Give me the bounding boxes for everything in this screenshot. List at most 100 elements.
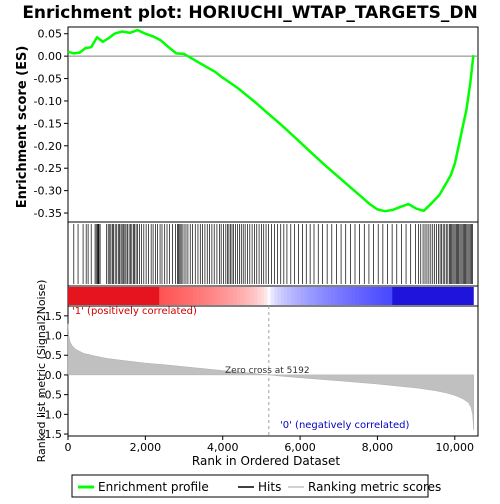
- metric-x-tick-label: 0: [65, 441, 72, 454]
- heatbar-cell: [169, 287, 174, 305]
- heatbar-cell: [111, 287, 116, 305]
- heatbar-cell: [375, 287, 380, 305]
- metric-y-tick-label: -1.0: [41, 408, 62, 421]
- heatbar-cell: [203, 287, 207, 305]
- heatbar-cell: [436, 287, 440, 305]
- heatbar-cell: [223, 287, 228, 305]
- es-y-tick-label: -0.05: [34, 73, 62, 86]
- heatbar-cell: [78, 287, 82, 305]
- heatbar-cell: [71, 287, 76, 305]
- heatbar-cell: [101, 287, 106, 305]
- heatbar-cell: [301, 287, 305, 305]
- heatbar-cell: [469, 287, 474, 305]
- heatbar-cell: [270, 287, 275, 305]
- ranking-metric-area: [67, 323, 474, 431]
- heatbar-cell: [128, 287, 133, 305]
- metric-y-tick-label: 0.5: [45, 349, 63, 362]
- heatbar-cell: [125, 287, 130, 305]
- metric-x-tick-label: 6,000: [284, 441, 316, 454]
- heatbar-cell: [108, 287, 113, 305]
- legend-box: [71, 474, 429, 498]
- heatbar-cell: [68, 287, 72, 305]
- enrichment-profile-line: [67, 28, 475, 213]
- heatbar-cell: [290, 287, 295, 305]
- metric-y-tick-label: 0.0: [45, 369, 63, 382]
- heatbar-cell: [395, 287, 400, 305]
- heatbar-cell: [260, 287, 265, 305]
- heatbar-cell: [388, 287, 393, 305]
- heatbar-cell: [159, 287, 163, 305]
- heatbar-cell: [446, 287, 451, 305]
- heatbar-cell: [189, 287, 194, 305]
- heatbar-cell: [257, 287, 261, 305]
- heatbar-cell: [253, 287, 258, 305]
- chart-title: Enrichment plot: HORIUCHI_WTAP_TARGETS_D…: [22, 3, 477, 23]
- heatbar-cell: [199, 287, 204, 305]
- heatbar-cell: [304, 287, 309, 305]
- heatbar-cell: [368, 287, 373, 305]
- heatbar-cell: [372, 287, 376, 305]
- legend-metric-label: Ranking metric scores: [308, 480, 441, 494]
- heatbar-cell: [439, 287, 444, 305]
- heatbar-cell: [422, 287, 427, 305]
- heatbar-cell: [314, 287, 319, 305]
- heatbar-cell: [236, 287, 241, 305]
- heatbar-cell: [176, 287, 180, 305]
- heatbar-cell: [115, 287, 120, 305]
- heatbar-cell: [233, 287, 238, 305]
- heatbar-cell: [186, 287, 191, 305]
- heatbar-cell: [267, 287, 272, 305]
- metric-x-tick-label: 4,000: [207, 441, 239, 454]
- metric-y-axis: 1.5 1.0 0.5 0.0 -0.5 -1.0 -1.5: [41, 310, 68, 441]
- heatbar-cell: [250, 287, 255, 305]
- heatbar-cell: [165, 287, 170, 305]
- heatbar-cell: [463, 287, 467, 305]
- heatbar-cell: [287, 287, 292, 305]
- heatbar-cell: [409, 287, 413, 305]
- es-y-tick-label: -0.25: [34, 162, 62, 175]
- heatbar-cell: [105, 287, 109, 305]
- heatbar-cell: [442, 287, 447, 305]
- heatbar-cell: [399, 287, 403, 305]
- heatbar-cell: [206, 287, 211, 305]
- heatbar-cell: [182, 287, 187, 305]
- heatbar-cell: [81, 287, 86, 305]
- heatbar-cell: [88, 287, 93, 305]
- heatbar-cell: [311, 287, 315, 305]
- heatbar-cell: [385, 287, 390, 305]
- heatbar-cell: [365, 287, 370, 305]
- es-y-axis: 0.05 0.00 -0.05 -0.10 -0.15 -0.20 -0.25 -0.30 -0…: [34, 28, 68, 220]
- es-y-tick-label: -0.35: [34, 207, 62, 220]
- metric-y-tick-label: 1.5: [45, 310, 63, 323]
- negative-correlation-label: '0' (negatively correlated): [280, 420, 409, 431]
- es-y-tick-label: -0.10: [34, 95, 62, 108]
- hits-barcode: [73, 224, 473, 284]
- heatbar-cell: [324, 287, 329, 305]
- heatbar-cell: [412, 287, 417, 305]
- es-y-tick-label: 0.05: [38, 28, 63, 41]
- positive-correlation-label: '1' (positively correlated): [72, 306, 197, 317]
- heatbar-cell: [145, 287, 150, 305]
- heatbar-cell: [382, 287, 386, 305]
- heatbar-cell: [98, 287, 103, 305]
- heatbar-cell: [209, 287, 214, 305]
- es-y-label: Enrichment score (ES): [15, 46, 30, 209]
- es-y-tick-label: -0.30: [34, 185, 62, 198]
- metric-x-tick-label: 10,000: [436, 441, 475, 454]
- heatbar-cell: [142, 287, 147, 305]
- metric-x-tick-label: 2,000: [130, 441, 162, 454]
- heatbar-cell: [132, 287, 136, 305]
- heatbar-cell: [321, 287, 326, 305]
- legend-enrichment-label: Enrichment profile: [98, 480, 209, 494]
- zero-cross-label: Zero cross at 5192: [225, 366, 310, 376]
- heatbar-cell: [348, 287, 353, 305]
- heatbar-cell: [95, 287, 99, 305]
- heatbar-cell: [213, 287, 218, 305]
- heatbar-cell: [135, 287, 140, 305]
- heatbar-cell: [378, 287, 383, 305]
- heatbar-cell: [307, 287, 312, 305]
- heatbar-cell: [74, 287, 79, 305]
- es-panel-frame: [67, 26, 479, 223]
